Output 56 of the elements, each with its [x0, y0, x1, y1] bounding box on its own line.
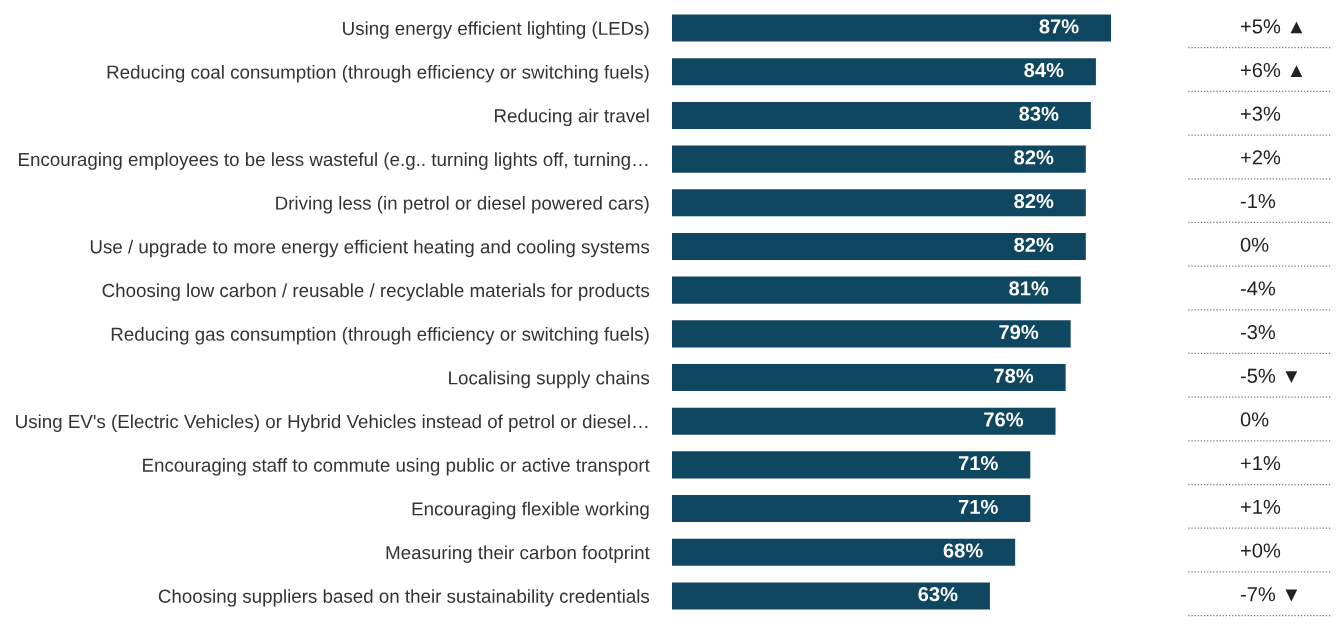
text: +1% [1240, 456, 1281, 471]
y-tick-label: Encouraging flexible working [412, 501, 649, 520]
bar [672, 582, 990, 610]
y-tick-label: Reducing coal consumption (through efficiency or switching fuels) [107, 64, 649, 83]
text: +2% [1240, 150, 1281, 165]
bar [672, 58, 1096, 86]
text: -7% ▼ [1240, 587, 1298, 602]
bar [672, 407, 1056, 435]
data-label: 78% [994, 368, 1034, 383]
text: +0% [1240, 543, 1281, 558]
y-tick-label: Reducing air travel [495, 108, 649, 127]
text: 0% [1240, 412, 1269, 427]
text: +5% ▲ [1240, 19, 1303, 34]
data-label: 68% [943, 543, 983, 558]
bar [672, 232, 1086, 261]
data-label: 76% [984, 412, 1024, 427]
y-tick-label: Encouraging employees to be less wasteful (e.g.. turning lights off, turning… [19, 152, 648, 170]
bar [672, 189, 1086, 217]
data-label: 71% [958, 499, 998, 514]
data-label: 63% [918, 587, 958, 602]
data-label: 82% [1014, 150, 1054, 165]
bar [672, 451, 1031, 479]
y-tick-label: Localising supply chains [449, 370, 650, 389]
bar [672, 14, 1112, 42]
data-label: 84% [1024, 62, 1064, 78]
text: -1% [1240, 194, 1276, 209]
bar [672, 320, 1071, 348]
text: 0% [1240, 237, 1269, 252]
text: -3% [1240, 324, 1276, 340]
data-label: 87% [1039, 19, 1079, 34]
data-label: 82% [1014, 237, 1054, 252]
text: +1% [1240, 499, 1281, 514]
y-tick-label: Use / upgrade to more energy efficient heating and cooling systems [90, 239, 650, 258]
y-tick-label: Measuring their carbon footprint [386, 545, 650, 563]
data-label: 71% [958, 456, 998, 471]
bar [672, 363, 1066, 392]
y-tick-label: Using EV's (Electric Vehicles) or Hybrid Vehicles instead of petrol or diesel… [16, 414, 648, 432]
bar [672, 538, 1016, 566]
y-tick-label: Driving less (in petrol or diesel powered cars) [276, 196, 649, 214]
bar [672, 495, 1031, 523]
data-label: 83% [1019, 106, 1059, 121]
data-label: 81% [1009, 281, 1049, 296]
y-tick-label: Choosing low carbon / reusable / recyclable materials for products [102, 283, 650, 301]
bar [672, 101, 1091, 129]
bar [672, 145, 1086, 173]
data-label: 82% [1014, 193, 1054, 209]
y-tick-label: Using energy efficient lighting (LEDs) [343, 21, 649, 39]
text: +3% [1240, 106, 1281, 121]
bar [672, 276, 1081, 304]
y-tick-label: Choosing suppliers based on their sustainability credentials [158, 589, 650, 607]
text: -5% ▼ [1240, 368, 1298, 383]
text: +6% ▲ [1240, 62, 1303, 78]
data-label: 79% [999, 324, 1039, 340]
text: -4% [1240, 281, 1276, 296]
y-tick-label: Reducing gas consumption (through efficiency or switching fuels) [111, 327, 649, 345]
y-tick-label: Encouraging staff to commute using public or active transport [143, 458, 650, 476]
